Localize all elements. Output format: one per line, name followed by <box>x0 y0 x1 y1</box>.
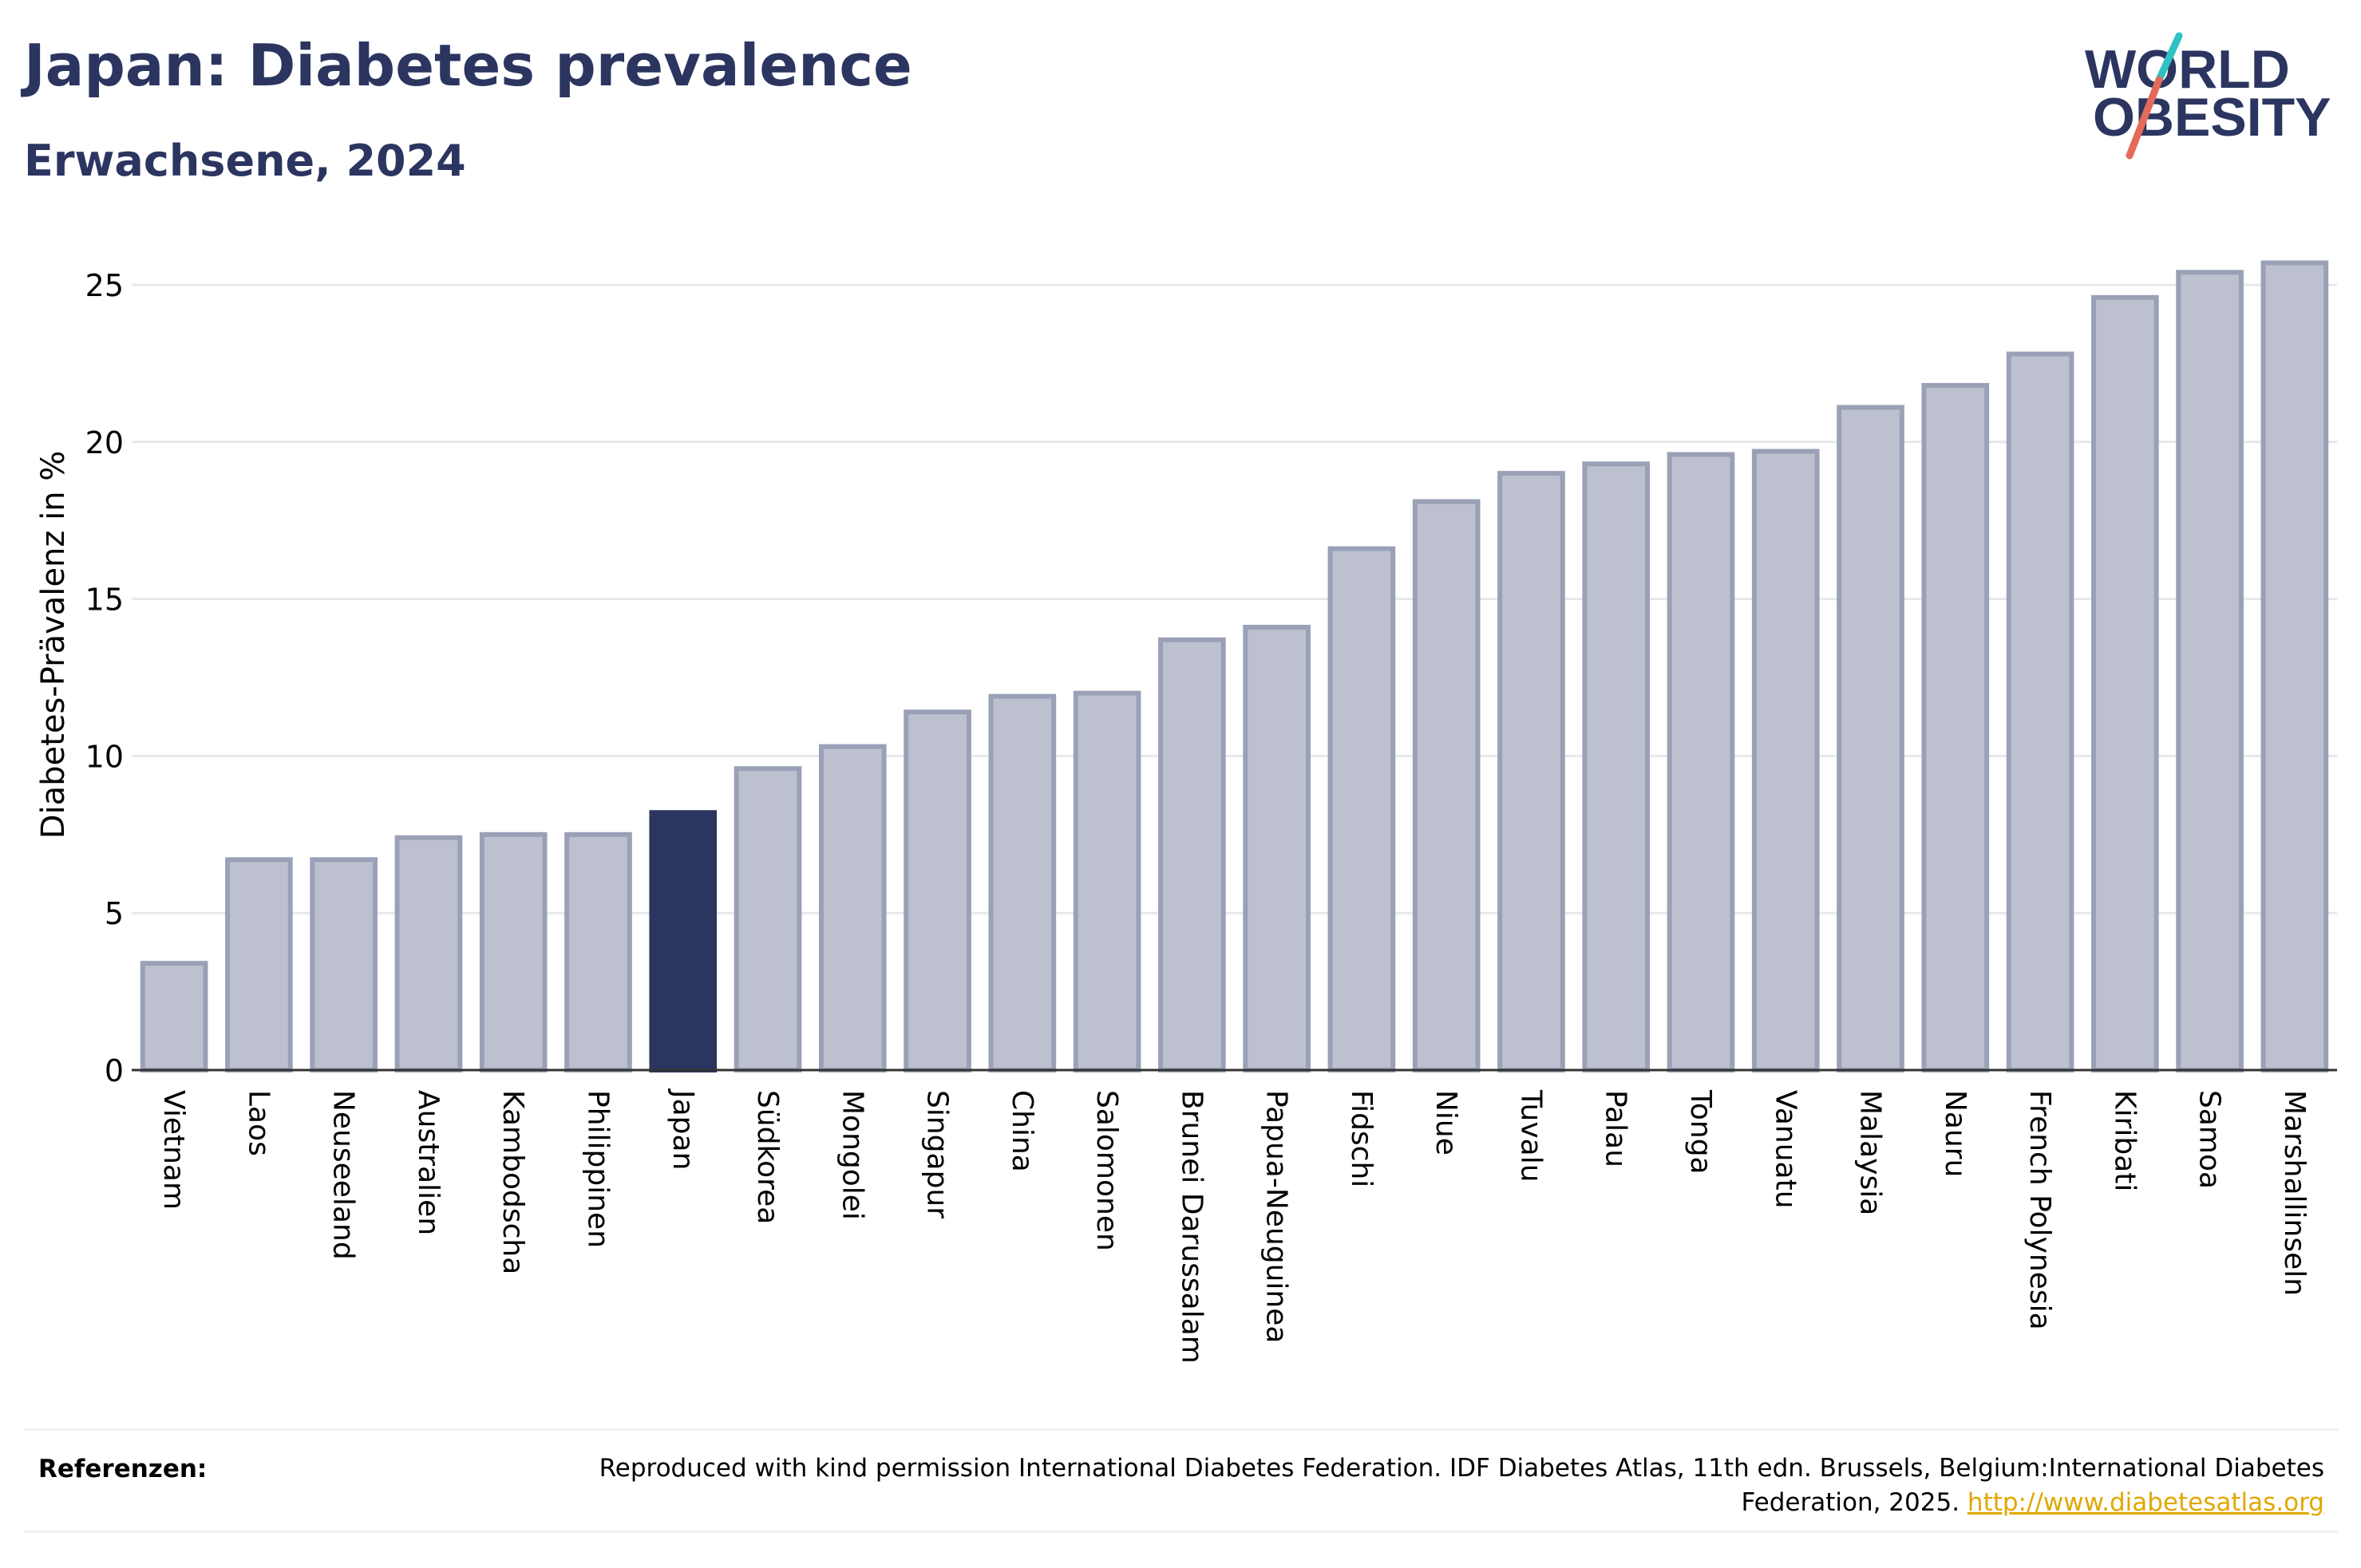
x-tick-label: Nauru <box>1939 1090 1971 1177</box>
references-text-block: Reproduced with kind permission Internat… <box>568 1451 2324 1520</box>
bar-neuseeland <box>310 857 378 1072</box>
y-tick-label: 15 <box>85 583 124 618</box>
x-tick-label: Kambodscha <box>496 1090 529 1274</box>
bar-laos <box>225 857 293 1072</box>
x-tick-label: Malaysia <box>1854 1090 1887 1215</box>
y-axis-label: Diabetes-Prävalenz in % <box>35 451 72 839</box>
chart-title: Japan: Diabetes prevalence <box>24 32 912 99</box>
bar-südkorea <box>734 766 802 1072</box>
bar-nauru <box>1921 382 1990 1072</box>
x-tick-label: Vietnam <box>157 1090 190 1210</box>
bar-papua-neuguinea <box>1243 625 1311 1072</box>
x-tick-label: Palau <box>1600 1090 1632 1167</box>
x-tick-label: French Polynesia <box>2023 1090 2056 1330</box>
x-tick-label: Tuvalu <box>1514 1089 1547 1183</box>
x-tick-label: Vanuatu <box>1769 1090 1801 1209</box>
grid-layer <box>132 283 2337 914</box>
y-tick-label: 20 <box>85 425 124 460</box>
bar-fidschi <box>1327 546 1396 1072</box>
bar-malaysia <box>1837 405 1904 1072</box>
x-tick-label: Salomonen <box>1090 1090 1123 1251</box>
x-tick-label: China <box>1006 1090 1038 1172</box>
bar-mongolei <box>818 744 887 1072</box>
bar-niue <box>1412 499 1481 1072</box>
bar-palau <box>1582 461 1651 1072</box>
y-tick-label: 25 <box>85 268 124 303</box>
x-tick-label: Südkorea <box>751 1090 784 1224</box>
y-tick-label: 10 <box>85 739 124 774</box>
references-text: Reproduced with kind permission Internat… <box>599 1454 2324 1517</box>
x-tick-label: Brunei Darussalam <box>1175 1090 1208 1364</box>
bar-tuvalu <box>1497 471 1565 1072</box>
x-tick-label: Papua-Neuguinea <box>1260 1090 1293 1343</box>
bar-samoa <box>2176 270 2244 1073</box>
logo-line-world: WORLD <box>2085 39 2290 100</box>
x-tick-label: Japan <box>666 1088 699 1170</box>
bar-kiribati <box>2091 294 2159 1072</box>
bar-vietnam <box>140 961 208 1073</box>
bar-chart: 0 5 10 15 20 25 Vietnam Laos Neuseeland Australi… <box>35 260 2337 1364</box>
references-link[interactable]: http://www.diabetesatlas.org <box>1967 1488 2324 1517</box>
x-tick-label: Fidschi <box>1345 1090 1378 1187</box>
x-tick-label: Philippinen <box>581 1090 614 1248</box>
x-tick-label: Mongolei <box>836 1090 868 1220</box>
bar-china <box>988 693 1057 1073</box>
y-tick-label: 5 <box>105 896 124 931</box>
bar-australien <box>394 835 463 1072</box>
chart-subtitle: Erwachsene, 2024 <box>24 136 466 186</box>
bar-japan <box>649 810 718 1072</box>
x-tick-label: Samoa <box>2193 1090 2226 1189</box>
logo-slash-coral <box>2126 76 2163 160</box>
x-tick-label: Australien <box>412 1090 445 1235</box>
bar-vanuatu <box>1751 448 1820 1072</box>
bar-kambodscha <box>479 831 548 1073</box>
bar-tonga <box>1667 452 1735 1072</box>
x-tick-label: Marshallinseln <box>2278 1090 2311 1296</box>
logo-slash-teal <box>2155 32 2183 84</box>
y-tick-label: 0 <box>105 1053 124 1088</box>
bar-marshallinseln <box>2260 260 2329 1072</box>
x-tick-labels: Vietnam Laos Neuseeland Australien Kambodsch… <box>157 1088 2311 1364</box>
x-tick-label: Singapur <box>921 1090 954 1218</box>
references-label: Referenzen: <box>38 1455 208 1483</box>
bar-salomonen <box>1073 690 1141 1072</box>
logo-line-obesity: OBESITY <box>2093 87 2331 148</box>
x-tick-label: Tonga <box>1684 1089 1717 1175</box>
y-tick-labels: 0 5 10 15 20 25 <box>85 268 124 1088</box>
world-obesity-logo: WORLD OBESITY <box>2085 32 2331 160</box>
references-box: Referenzen: Reproduced with kind permiss… <box>24 1428 2339 1533</box>
bar-brunei-darussalam <box>1158 637 1226 1072</box>
x-tick-label: Neuseeland <box>327 1090 360 1260</box>
bar-french-polynesia <box>2006 351 2074 1073</box>
bars-layer <box>140 260 2329 1073</box>
x-tick-label: Kiribati <box>2108 1090 2141 1191</box>
x-tick-label: Laos <box>242 1090 275 1156</box>
bar-philippinen <box>564 831 632 1073</box>
x-tick-label: Niue <box>1430 1090 1462 1155</box>
bar-singapur <box>904 709 971 1073</box>
